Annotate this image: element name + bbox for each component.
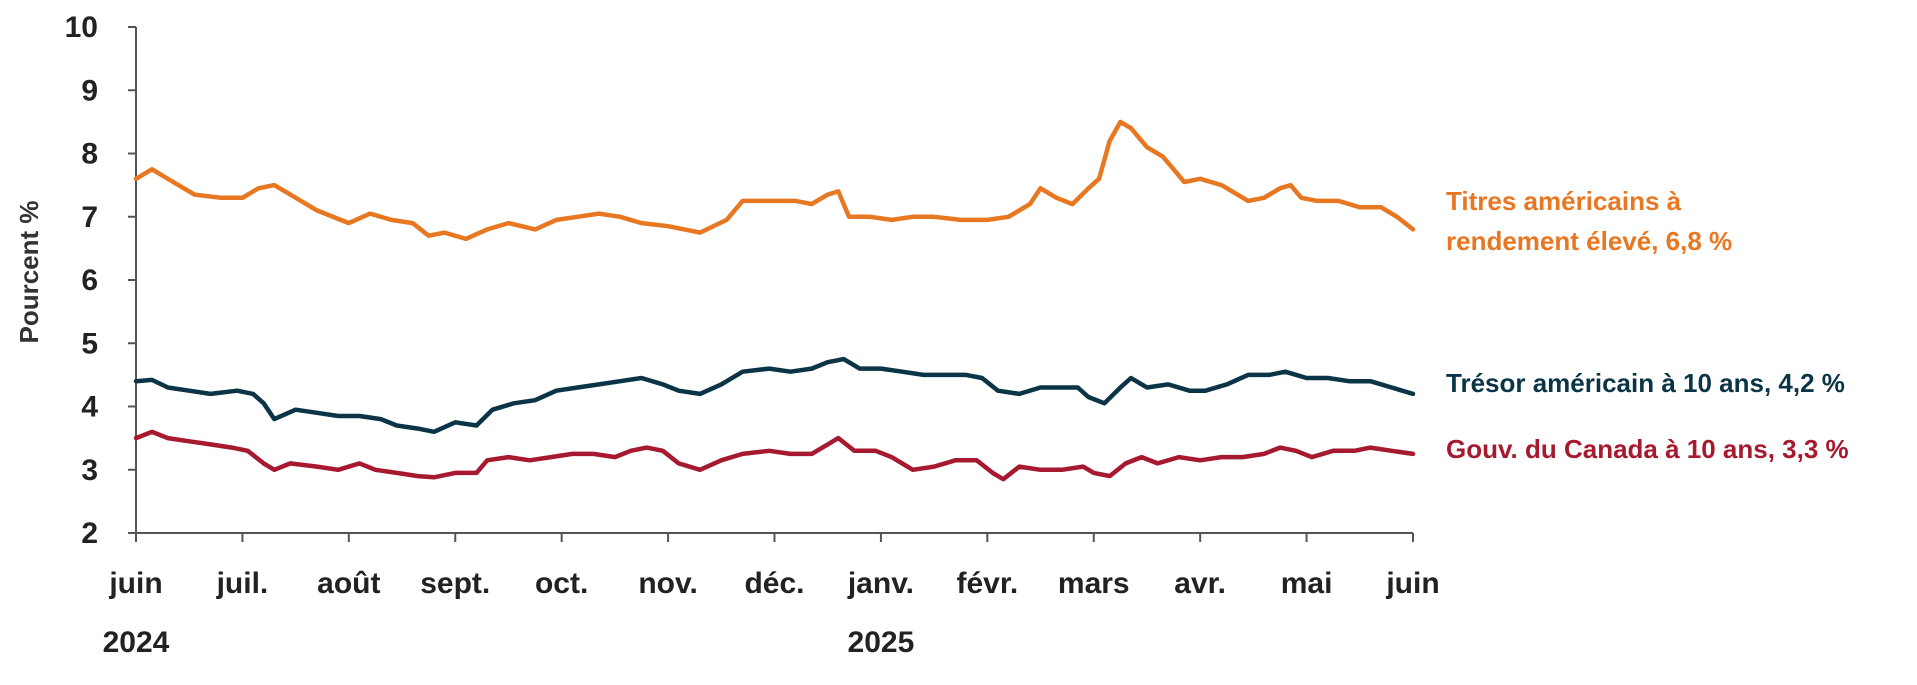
x-tick-label: juin (108, 567, 162, 600)
x-tick-label: nov. (638, 567, 697, 600)
series-lines (133, 119, 1416, 482)
series-label: Trésor américain à 10 ans, 4,2 % (1446, 368, 1845, 398)
x-tick-year-label: 2025 (848, 626, 915, 659)
series-labels: Titres américains à rendement élevé, 6,8 … (1446, 186, 1849, 464)
x-tick-label: juil. (216, 567, 269, 600)
x-tick-label: mai (1281, 567, 1333, 600)
y-tick-label: 2 (81, 517, 98, 550)
y-tick-label: 9 (81, 74, 98, 107)
y-axis-label: Pourcent % (14, 200, 44, 343)
y-tick-label: 10 (65, 11, 98, 44)
series-line (133, 429, 1416, 482)
x-tick-label: avr. (1174, 567, 1226, 600)
x-tick-label: juin (1385, 567, 1439, 600)
series-label: Titres américains à rendement élevé, 6,8 … (1446, 186, 1732, 256)
y-tick-label: 7 (81, 201, 98, 234)
y-tick-label: 3 (81, 454, 98, 487)
x-tick-label: août (317, 567, 380, 600)
series-line (133, 356, 1416, 435)
y-tick-label: 8 (81, 138, 98, 171)
y-tick-label: 6 (81, 264, 98, 297)
x-tick-label: sept. (420, 567, 490, 600)
x-tick-label: déc. (744, 567, 804, 600)
x-tick-label: mars (1058, 567, 1130, 600)
x-tick-label: janv. (847, 567, 914, 600)
x-tick-label: oct. (535, 567, 588, 600)
x-tick-label: févr. (956, 567, 1018, 600)
series-label: Gouv. du Canada à 10 ans, 3,3 % (1446, 434, 1849, 464)
series-line (133, 119, 1416, 242)
x-tick-year-label: 2024 (103, 626, 170, 659)
axes: 2 3 4 5 6 7 8 9 10 juin 2024 juil. août sept. oct. nov.… (65, 11, 1440, 659)
y-tick-label: 4 (81, 391, 98, 424)
y-tick-label: 5 (81, 327, 98, 360)
